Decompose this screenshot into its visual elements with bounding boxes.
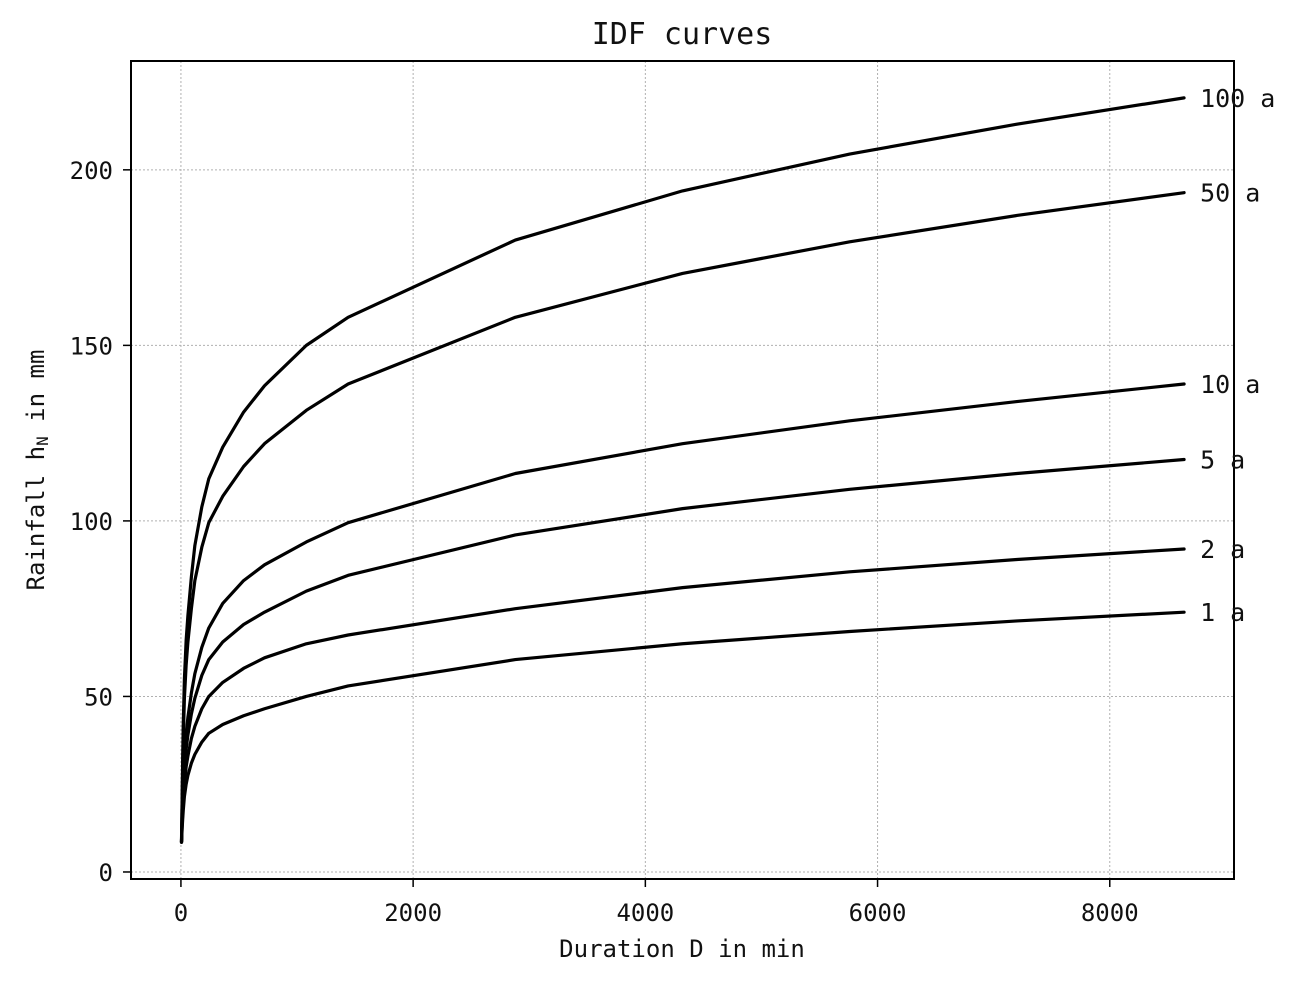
x-tick-label: 8000: [1081, 899, 1139, 927]
series-lines: [179, 96, 1186, 844]
y-axis-label-tail: in mm: [22, 350, 50, 437]
series-line: [179, 547, 1186, 844]
chart-title: IDF curves: [592, 17, 773, 52]
y-axis-label-subscript: N: [33, 436, 52, 446]
y-tick-label: 50: [84, 683, 113, 711]
series-line: [179, 457, 1186, 844]
y-tick-label: 200: [70, 157, 113, 185]
series-line: [179, 191, 1186, 844]
series-line: [179, 610, 1186, 844]
y-tick-label: 100: [70, 508, 113, 536]
series-line: [179, 382, 1186, 844]
series-labels: 100 a 50 a 10 a 5 a 2 a 1 a: [1200, 84, 1275, 627]
series-label: 100 a: [1200, 84, 1275, 113]
y-axis-label: Rainfall hN in mm: [22, 350, 52, 591]
y-tick-label: 150: [70, 332, 113, 360]
plot-area-frame: [130, 60, 1235, 880]
x-axis-label: Duration D in min: [559, 935, 805, 963]
x-tick-label: 0: [174, 899, 188, 927]
series-label: 2 a: [1200, 535, 1245, 564]
series-label: 50 a: [1200, 179, 1260, 208]
series-label: 5 a: [1200, 445, 1245, 474]
x-tick-label: 4000: [616, 899, 674, 927]
y-tick-label: 0: [99, 859, 113, 887]
y-axis-label-main: Rainfall h: [22, 446, 50, 591]
x-tick-label: 6000: [849, 899, 907, 927]
axis-ticks: 0 2000 4000 6000 8000 0 50 100 150 200: [70, 157, 1139, 927]
x-tick-label: 2000: [384, 899, 442, 927]
series-line: [179, 96, 1186, 842]
grid-lines: [131, 61, 1234, 879]
series-label: 1 a: [1200, 598, 1245, 627]
series-label: 10 a: [1200, 370, 1260, 399]
